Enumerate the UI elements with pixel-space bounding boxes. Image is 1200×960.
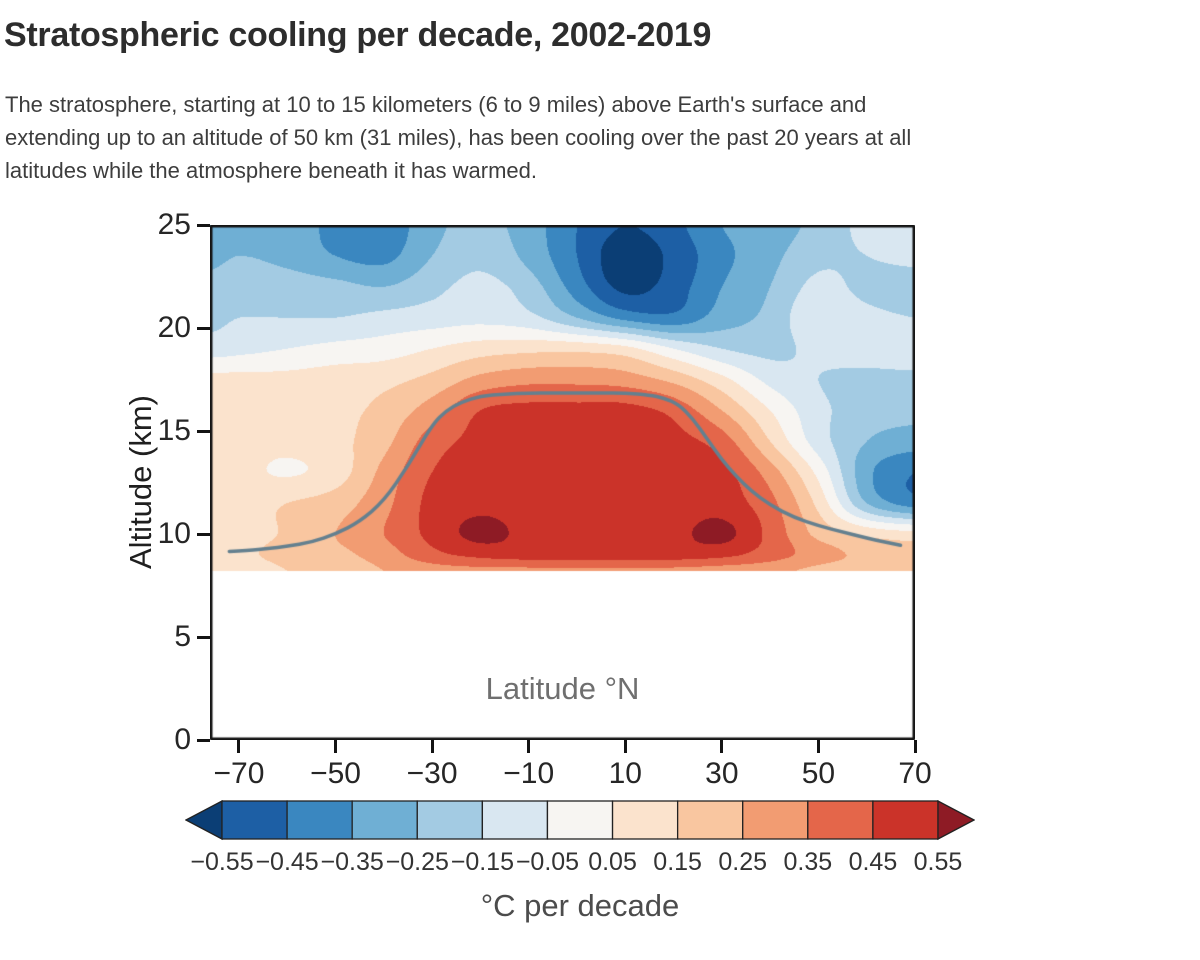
x-tick-label: −50 xyxy=(310,757,361,790)
description-line: latitudes while the atmosphere beneath i… xyxy=(5,158,537,183)
x-tick-label: 10 xyxy=(608,757,642,790)
x-tick xyxy=(430,740,434,753)
y-tick xyxy=(197,532,210,536)
y-tick xyxy=(197,635,210,639)
x-tick xyxy=(913,740,917,753)
colorbar-tick-label: 0.05 xyxy=(588,848,637,876)
colorbar-segment xyxy=(286,800,353,840)
colorbar-tick-label: 0.45 xyxy=(849,848,898,876)
colorbar-segment xyxy=(481,800,549,840)
description-line: The stratosphere, starting at 10 to 15 k… xyxy=(5,92,867,117)
y-tick-label: 15 xyxy=(157,414,191,447)
y-tick xyxy=(197,326,210,330)
x-tick xyxy=(334,740,338,753)
colorbar: −0.55 −0.45 −0.35 −0.25 −0.15 −0.05 0.05 0.15 0.… xyxy=(185,800,975,876)
x-tick xyxy=(816,740,820,753)
y-tick-label: 25 xyxy=(157,208,191,241)
y-tick xyxy=(197,738,210,742)
colorbar-left-arrow xyxy=(185,800,223,841)
x-tick xyxy=(237,740,241,753)
colorbar-tick-label: −0.25 xyxy=(386,848,449,876)
y-tick xyxy=(197,429,210,433)
colorbar-tick-label: 0.55 xyxy=(914,848,963,876)
description: The stratosphere, starting at 10 to 15 k… xyxy=(5,88,911,187)
description-line: extending up to an altitude of 50 km (31… xyxy=(5,125,912,150)
x-tick-label: −10 xyxy=(503,757,555,790)
y-tick-label: 5 xyxy=(174,620,191,653)
colorbar-segment xyxy=(742,800,809,840)
x-tick-label: 50 xyxy=(801,757,836,790)
colorbar-segment xyxy=(807,800,874,840)
colorbar-segment xyxy=(221,800,288,840)
y-tick-label: 0 xyxy=(174,723,191,756)
x-tick-label: −70 xyxy=(213,757,265,790)
colorbar-tick-label: −0.05 xyxy=(516,848,579,876)
colorbar-tick-label: 0.25 xyxy=(718,848,767,876)
colorbar-right-arrow xyxy=(937,800,975,841)
x-tick-label: −30 xyxy=(406,757,458,790)
y-tick xyxy=(197,223,210,227)
x-axis-title: Latitude °N xyxy=(485,671,640,706)
x-tick-label: 70 xyxy=(898,757,932,790)
colorbar-segment xyxy=(676,800,744,840)
colorbar-tick-label: −0.35 xyxy=(321,848,384,876)
colorbar-title: °C per decade xyxy=(480,888,680,923)
colorbar-tick-label: −0.15 xyxy=(451,848,514,876)
y-tick-label: 10 xyxy=(157,517,191,550)
plot-area: Latitude °N xyxy=(210,225,915,740)
colorbar-segment xyxy=(351,800,418,840)
colorbar-tick-label: 0.15 xyxy=(653,848,702,876)
colorbar-segment xyxy=(546,800,614,840)
page-title: Stratospheric cooling per decade, 2002-2… xyxy=(4,16,712,54)
y-tick-label: 20 xyxy=(157,311,191,344)
x-tick xyxy=(527,740,531,753)
x-tick-label: 30 xyxy=(705,757,739,790)
colorbar-tick-label: 0.35 xyxy=(783,848,832,876)
heatmap-canvas xyxy=(210,225,915,740)
colorbar-segment xyxy=(872,800,939,840)
colorbar-tick-label: −0.45 xyxy=(255,848,318,876)
x-tick xyxy=(720,740,724,753)
colorbar-segment xyxy=(611,800,679,840)
colorbar-tick-label: −0.55 xyxy=(190,848,253,876)
x-tick xyxy=(623,740,627,753)
colorbar-segment xyxy=(416,800,484,840)
